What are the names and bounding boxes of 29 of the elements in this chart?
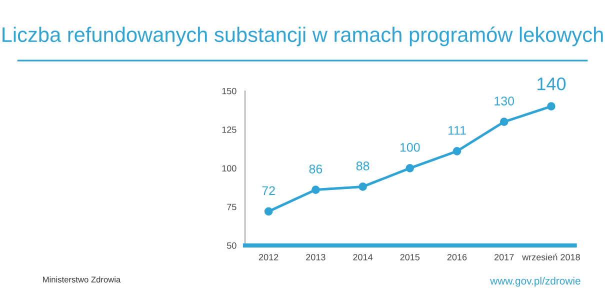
data-label: 88 bbox=[356, 161, 370, 170]
point bbox=[312, 186, 320, 194]
x-tick-label: 2012 bbox=[258, 254, 278, 260]
x-tick-label: 2013 bbox=[306, 254, 326, 260]
y-tick-label: 50 bbox=[227, 242, 236, 249]
data-label: 140 bbox=[538, 78, 566, 90]
text: Ministerstwo Zdrowia bbox=[43, 276, 121, 283]
data-label: 130 bbox=[494, 96, 514, 106]
chart-title: Liczba refundowanych substancji w ramach programów lekowych bbox=[2, 26, 603, 46]
point bbox=[264, 207, 273, 216]
point bbox=[406, 164, 414, 172]
data-label: 72 bbox=[262, 186, 275, 195]
y-tick-label: 100 bbox=[222, 165, 236, 172]
point bbox=[547, 102, 556, 111]
x-tick-label: 2016 bbox=[447, 254, 467, 260]
x-tick-label: wrzesień 2018 bbox=[522, 254, 580, 260]
point bbox=[500, 118, 508, 126]
y-tick-label: 125 bbox=[222, 126, 236, 133]
data-label: 100 bbox=[400, 142, 420, 152]
x-tick-label: 2015 bbox=[400, 254, 420, 260]
y-tick-label: 75 bbox=[227, 204, 236, 210]
data-label: 86 bbox=[309, 164, 322, 174]
data-label: 111 bbox=[448, 126, 466, 135]
point bbox=[452, 147, 462, 156]
text: www.gov.pl/zdrowie bbox=[490, 276, 580, 287]
x-tick-label: 2017 bbox=[494, 254, 514, 260]
y-tick-label: 150 bbox=[222, 88, 236, 94]
x-tick-label: 2014 bbox=[353, 254, 373, 260]
point bbox=[358, 182, 367, 191]
